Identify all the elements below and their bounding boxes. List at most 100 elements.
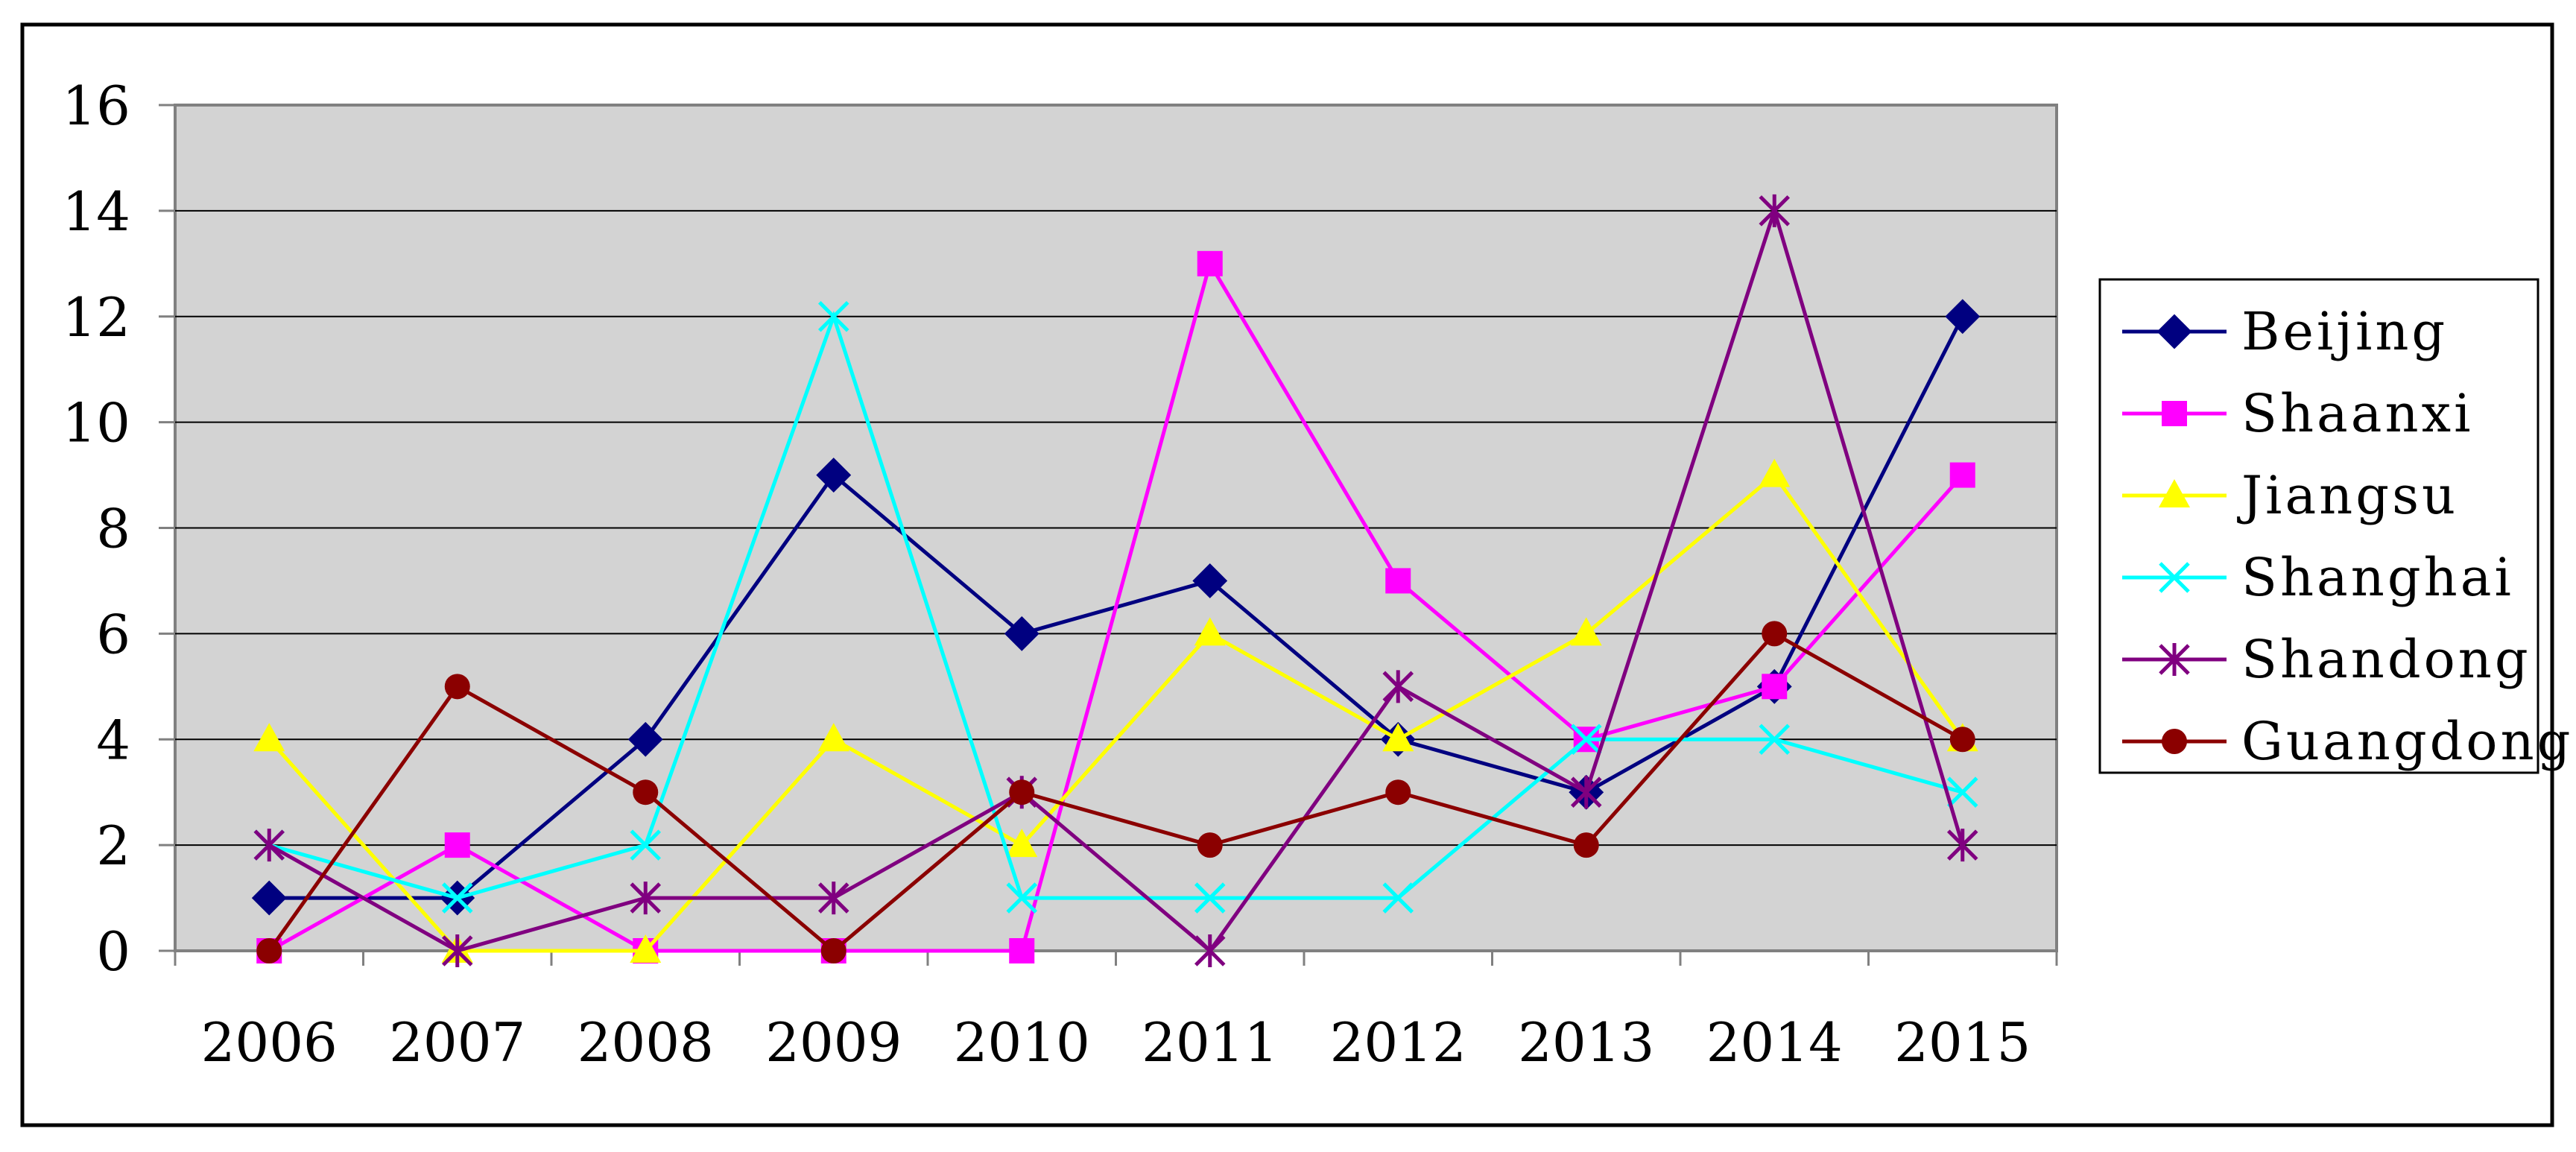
y-tick-label: 0 xyxy=(96,920,130,983)
data-point-shanghai-stroke xyxy=(817,300,849,332)
y-tick-label: 8 xyxy=(96,498,130,560)
data-point-shanghai xyxy=(1194,882,1226,914)
data-point-guangdong xyxy=(1762,621,1788,647)
data-point-shandong xyxy=(1194,934,1226,967)
x-tick-label: 2006 xyxy=(201,1011,338,1074)
legend-swatch-marker xyxy=(2162,729,2187,754)
series-line-shandong xyxy=(268,204,1965,954)
data-point-shanghai xyxy=(1946,776,1978,808)
data-point-guangdong xyxy=(1573,832,1599,858)
data-point-jiangsu xyxy=(817,723,849,752)
data-point-jiangsu xyxy=(253,723,285,752)
data-point-beijing xyxy=(627,721,663,757)
legend-label: Guangdong xyxy=(2241,711,2573,772)
axes: 0 2 4 6 8 10 12 14 16 2006 2007 2008 2009 2010 2011 201… xyxy=(62,75,2058,1074)
y-tick-label: 16 xyxy=(62,75,130,137)
data-point-beijing xyxy=(1004,615,1039,651)
data-point-shanghai xyxy=(630,829,662,861)
data-point-shanghai-stroke xyxy=(630,829,662,861)
x-tick-label: 2015 xyxy=(1894,1011,2031,1074)
data-point-shandong xyxy=(253,829,285,862)
data-point-shanghai xyxy=(1006,882,1038,914)
series-line-guangdong xyxy=(268,631,1963,954)
legend-entry-guangdong: Guangdong xyxy=(2122,711,2573,772)
data-point-guangdong xyxy=(1197,832,1223,858)
data-point-jiangsu xyxy=(1382,723,1414,752)
data-point-guangdong xyxy=(1949,727,1975,753)
data-point-shaanxi xyxy=(1009,938,1035,963)
x-tick-label: 2009 xyxy=(765,1011,902,1074)
data-point-shanghai-stroke xyxy=(1570,724,1602,756)
legend-swatch-marker xyxy=(2159,643,2190,676)
legend-label: Shaanxi xyxy=(2241,383,2473,444)
y-tick-label: 14 xyxy=(62,180,130,243)
y-tick-label: 10 xyxy=(62,392,130,455)
data-point-guangdong xyxy=(820,938,846,963)
data-point-shaanxi xyxy=(1197,250,1223,276)
data-point-guangdong xyxy=(1385,779,1411,806)
data-point-guangdong xyxy=(256,938,282,963)
data-point-shanghai-stroke xyxy=(1194,882,1226,914)
x-tick-label: 2007 xyxy=(389,1011,525,1074)
data-point-beijing xyxy=(251,880,287,916)
series-guangdong xyxy=(256,621,1975,963)
data-point-shaanxi xyxy=(1385,568,1411,594)
data-point-jiangsu xyxy=(1006,829,1038,858)
x-tick-label: 2011 xyxy=(1142,1011,1278,1074)
x-tick-label: 2008 xyxy=(577,1011,714,1074)
data-point-guangdong xyxy=(444,674,470,700)
y-tick-label: 6 xyxy=(96,603,130,665)
legend-entry-shaanxi: Shaanxi xyxy=(2122,383,2473,444)
legend-entry-shandong: Shandong xyxy=(2122,629,2531,690)
data-point-shandong xyxy=(1759,194,1791,227)
legend-label: Shanghai xyxy=(2241,547,2514,608)
data-point-guangdong xyxy=(633,779,659,806)
legend-label: Beijing xyxy=(2241,301,2448,362)
data-point-shandong xyxy=(1946,829,1978,862)
data-point-shandong xyxy=(1570,776,1602,809)
data-point-shanghai-stroke xyxy=(1382,882,1414,914)
y-tick-label: 4 xyxy=(96,709,130,771)
data-point-beijing xyxy=(1192,563,1228,598)
data-point-shanghai xyxy=(1382,882,1414,914)
data-point-shandong xyxy=(441,934,473,967)
data-point-shandong xyxy=(817,882,849,915)
data-point-beijing xyxy=(816,458,852,493)
series-line-jiangsu xyxy=(268,472,1964,953)
data-point-jiangsu xyxy=(1570,617,1602,646)
data-point-shanghai-stroke xyxy=(1006,882,1038,914)
series-line-shaanxi xyxy=(268,259,1964,953)
data-point-jiangsu xyxy=(1194,617,1226,646)
legend-label: Shandong xyxy=(2241,629,2531,690)
data-point-jiangsu xyxy=(1759,458,1791,487)
data-point-shandong xyxy=(630,882,662,915)
legend-swatch-marker xyxy=(2162,401,2187,426)
legend-swatch-marker xyxy=(2159,479,2190,507)
data-point-jiangsu xyxy=(630,934,662,963)
data-point-guangdong xyxy=(1009,779,1035,806)
legend-swatch-marker-stroke xyxy=(2159,562,2190,593)
y-tick-label: 12 xyxy=(62,286,130,349)
data-point-shanghai-stroke xyxy=(441,882,473,914)
legend-entry-jiangsu: Jiangsu xyxy=(2122,465,2455,526)
legend-swatch-marker xyxy=(2159,562,2190,593)
legend: Beijing Shaanxi Jiangsu Shanghai Shandong Gua… xyxy=(2098,278,2573,774)
x-tick-label: 2014 xyxy=(1706,1011,1843,1074)
y-tick-label: 2 xyxy=(96,814,130,877)
data-point-shaanxi xyxy=(444,832,470,858)
data-point-shanghai xyxy=(1570,724,1602,756)
data-point-shanghai-stroke xyxy=(1759,724,1791,756)
data-point-shaanxi xyxy=(1949,462,1975,488)
data-point-beijing xyxy=(1945,299,1981,335)
legend-entry-shanghai: Shanghai xyxy=(2122,547,2514,608)
legend-swatch-marker xyxy=(2156,314,2192,349)
x-tick-label: 2013 xyxy=(1518,1011,1654,1074)
data-point-shanghai xyxy=(441,882,473,914)
x-tick-label: 2012 xyxy=(1330,1011,1466,1074)
legend-box xyxy=(2098,278,2539,774)
data-point-shanghai xyxy=(1759,724,1791,756)
series-group xyxy=(251,194,1981,967)
legend-entry-beijing: Beijing xyxy=(2122,301,2448,362)
